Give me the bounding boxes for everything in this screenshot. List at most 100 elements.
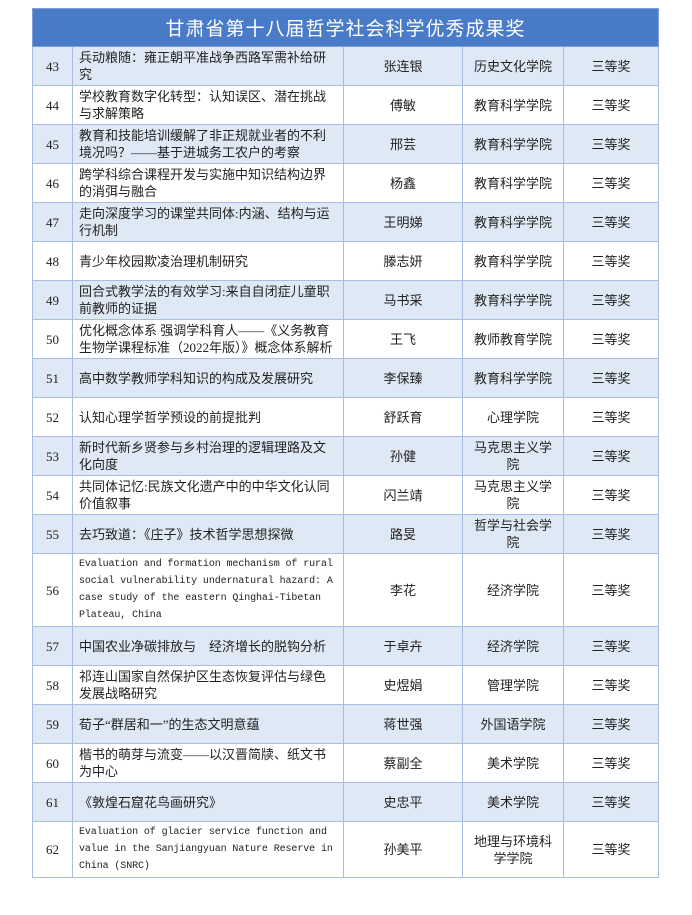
table-body: 43 兵动粮随：雍正朝平准战争西路军需补给研究 张连银 历史文化学院 三等奖 44 学校教育…: [32, 46, 659, 878]
table-row: 54 共同体记忆:民族文化遗产中的中华文化认同价值叙事 闪兰靖 马克思主义学院 三等奖: [32, 475, 659, 515]
author: 张连银: [343, 46, 463, 86]
author: 李花: [343, 553, 463, 627]
title: 中国农业净碳排放与 经济增长的脱钩分析: [72, 626, 344, 666]
college: 管理学院: [462, 665, 564, 705]
award: 三等奖: [563, 397, 659, 437]
college: 教育科学学院: [462, 124, 564, 164]
title: 高中数学教师学科知识的构成及发展研究: [72, 358, 344, 398]
row-number: 48: [32, 241, 73, 281]
award: 三等奖: [563, 202, 659, 242]
college: 外国语学院: [462, 704, 564, 744]
row-number: 50: [32, 319, 73, 359]
award: 三等奖: [563, 436, 659, 476]
college: 教育科学学院: [462, 202, 564, 242]
author: 傅敏: [343, 85, 463, 125]
college: 教育科学学院: [462, 85, 564, 125]
table-row: 58 祁连山国家自然保护区生态恢复评估与绿色发展战略研究 史煜娟 管理学院 三等奖: [32, 665, 659, 705]
table-title: 甘肃省第十八届哲学社会科学优秀成果奖: [32, 8, 659, 47]
table-row: 61 《敦煌石窟花鸟画研究》 史忠平 美术学院 三等奖: [32, 782, 659, 822]
college: 美术学院: [462, 743, 564, 783]
award: 三等奖: [563, 704, 659, 744]
row-number: 44: [32, 85, 73, 125]
table-row: 59 荀子“群居和一”的生态文明意蕴 蒋世强 外国语学院 三等奖: [32, 704, 659, 744]
award: 三等奖: [563, 358, 659, 398]
title: 新时代新乡贤参与乡村治理的逻辑理路及文化向度: [72, 436, 344, 476]
table-row: 48 青少年校园欺凌治理机制研究 滕志妍 教育科学学院 三等奖: [32, 241, 659, 281]
author: 杨鑫: [343, 163, 463, 203]
row-number: 60: [32, 743, 73, 783]
table-row: 53 新时代新乡贤参与乡村治理的逻辑理路及文化向度 孙健 马克思主义学院 三等奖: [32, 436, 659, 476]
college: 教师教育学院: [462, 319, 564, 359]
college: 心理学院: [462, 397, 564, 437]
table-row: 44 学校教育数字化转型：认知误区、潜在挑战与求解策略 傅敏 教育科学学院 三等奖: [32, 85, 659, 125]
college: 马克思主义学院: [462, 436, 564, 476]
table-row: 56 Evaluation and formation mechanism of …: [32, 553, 659, 627]
award: 三等奖: [563, 163, 659, 203]
author: 王明娣: [343, 202, 463, 242]
title: 学校教育数字化转型：认知误区、潜在挑战与求解策略: [72, 85, 344, 125]
award: 三等奖: [563, 46, 659, 86]
title: 认知心理学哲学预设的前提批判: [72, 397, 344, 437]
award: 三等奖: [563, 665, 659, 705]
title: Evaluation of glacier service function a…: [72, 821, 344, 878]
table-row: 47 走向深度学习的课堂共同体:内涵、结构与运行机制 王明娣 教育科学学院 三等奖: [32, 202, 659, 242]
award: 三等奖: [563, 319, 659, 359]
table-row: 49 回合式教学法的有效学习:来自自闭症儿童职前教师的证据 马书采 教育科学学院 三等奖: [32, 280, 659, 320]
row-number: 49: [32, 280, 73, 320]
award: 三等奖: [563, 821, 659, 878]
college: 马克思主义学院: [462, 475, 564, 515]
award: 三等奖: [563, 743, 659, 783]
table-row: 62 Evaluation of glacier service function…: [32, 821, 659, 878]
table-row: 46 跨学科综合课程开发与实施中知识结构边界的消弭与融合 杨鑫 教育科学学院 三等奖: [32, 163, 659, 203]
author: 滕志妍: [343, 241, 463, 281]
title: 优化概念体系 强调学科育人——《义务教育生物学课程标准（2022年版）》概念体系…: [72, 319, 344, 359]
title: Evaluation and formation mechanism of ru…: [72, 553, 344, 627]
row-number: 52: [32, 397, 73, 437]
title: 共同体记忆:民族文化遗产中的中华文化认同价值叙事: [72, 475, 344, 515]
award: 三等奖: [563, 475, 659, 515]
table-row: 43 兵动粮随：雍正朝平准战争西路军需补给研究 张连银 历史文化学院 三等奖: [32, 46, 659, 86]
row-number: 59: [32, 704, 73, 744]
row-number: 43: [32, 46, 73, 86]
award: 三等奖: [563, 241, 659, 281]
author: 闪兰靖: [343, 475, 463, 515]
award: 三等奖: [563, 782, 659, 822]
row-number: 57: [32, 626, 73, 666]
author: 孙健: [343, 436, 463, 476]
author: 邢芸: [343, 124, 463, 164]
table-row: 57 中国农业净碳排放与 经济增长的脱钩分析 于卓卉 经济学院 三等奖: [32, 626, 659, 666]
table-row: 51 高中数学教师学科知识的构成及发展研究 李保臻 教育科学学院 三等奖: [32, 358, 659, 398]
title: 跨学科综合课程开发与实施中知识结构边界的消弭与融合: [72, 163, 344, 203]
row-number: 56: [32, 553, 73, 627]
author: 于卓卉: [343, 626, 463, 666]
awards-table: 甘肃省第十八届哲学社会科学优秀成果奖 43 兵动粮随：雍正朝平准战争西路军需补给研…: [32, 8, 659, 878]
title: 兵动粮随：雍正朝平准战争西路军需补给研究: [72, 46, 344, 86]
title: 荀子“群居和一”的生态文明意蕴: [72, 704, 344, 744]
title: 回合式教学法的有效学习:来自自闭症儿童职前教师的证据: [72, 280, 344, 320]
row-number: 55: [32, 514, 73, 554]
title: 《敦煌石窟花鸟画研究》: [72, 782, 344, 822]
college: 教育科学学院: [462, 241, 564, 281]
title: 青少年校园欺凌治理机制研究: [72, 241, 344, 281]
author: 蒋世强: [343, 704, 463, 744]
college: 教育科学学院: [462, 163, 564, 203]
title: 楷书的萌芽与流变——以汉晋简牍、纸文书为中心: [72, 743, 344, 783]
author: 孙美平: [343, 821, 463, 878]
row-number: 46: [32, 163, 73, 203]
author: 王飞: [343, 319, 463, 359]
title: 走向深度学习的课堂共同体:内涵、结构与运行机制: [72, 202, 344, 242]
author: 史忠平: [343, 782, 463, 822]
award: 三等奖: [563, 553, 659, 627]
award: 三等奖: [563, 626, 659, 666]
row-number: 45: [32, 124, 73, 164]
table-row: 45 教育和技能培训缓解了非正规就业者的不利境况吗？——基于进城务工农户的考察 邢芸…: [32, 124, 659, 164]
author: 舒跃育: [343, 397, 463, 437]
table-row: 60 楷书的萌芽与流变——以汉晋简牍、纸文书为中心 蔡副全 美术学院 三等奖: [32, 743, 659, 783]
college: 哲学与社会学院: [462, 514, 564, 554]
award: 三等奖: [563, 124, 659, 164]
award: 三等奖: [563, 280, 659, 320]
table-row: 52 认知心理学哲学预设的前提批判 舒跃育 心理学院 三等奖: [32, 397, 659, 437]
row-number: 51: [32, 358, 73, 398]
author: 路旻: [343, 514, 463, 554]
header-row: 甘肃省第十八届哲学社会科学优秀成果奖: [32, 8, 659, 47]
